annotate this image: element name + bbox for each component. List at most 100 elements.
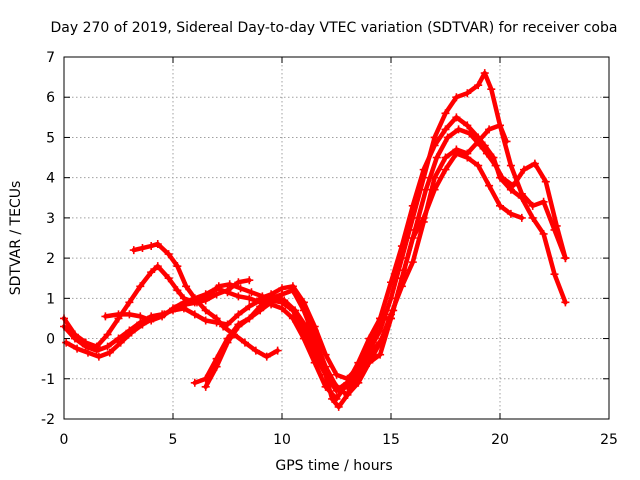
data-point [138, 244, 147, 253]
data-point [136, 312, 145, 321]
data-point [288, 282, 297, 291]
data-point [160, 310, 169, 319]
y-tick-label: -2 [41, 412, 55, 428]
data-point [528, 213, 537, 222]
data-point [101, 312, 110, 321]
data-point [485, 125, 494, 134]
data-point [528, 201, 537, 210]
data-point [223, 288, 232, 297]
data-point [236, 284, 245, 293]
data-point [376, 338, 385, 347]
data-point [502, 137, 511, 146]
data-point [280, 296, 289, 305]
y-tick-label: 3 [46, 211, 55, 227]
data-point [539, 197, 548, 206]
data-point [354, 370, 363, 379]
data-point [519, 165, 528, 174]
data-point [201, 306, 210, 315]
data-point [212, 318, 221, 327]
data-point [245, 294, 254, 303]
data-point [332, 382, 341, 391]
data-point [452, 93, 461, 102]
data-point [550, 270, 559, 279]
x-tick-label: 15 [382, 432, 400, 448]
data-point [476, 141, 485, 150]
data-point [517, 213, 526, 222]
series-line [131, 241, 280, 359]
data-point [334, 402, 343, 411]
data-point [70, 334, 79, 343]
data-point [506, 161, 515, 170]
plot-frame [63, 56, 610, 420]
data-point [441, 109, 450, 118]
data-point [480, 69, 489, 78]
data-point [498, 173, 507, 182]
data-point [482, 149, 491, 158]
data-point [105, 348, 114, 357]
data-point [201, 316, 210, 325]
data-point [182, 282, 191, 291]
data-point [485, 181, 494, 190]
series-track-8 [256, 149, 526, 411]
data-point [397, 254, 406, 263]
data-point [83, 348, 92, 357]
data-point [73, 344, 82, 353]
data-point [81, 342, 90, 351]
data-point [343, 374, 352, 383]
data-point [114, 310, 123, 319]
data-point [234, 292, 243, 301]
data-point [125, 298, 134, 307]
series-line [257, 151, 525, 410]
data-point [103, 342, 112, 351]
data-point [517, 189, 526, 198]
data-point [103, 330, 112, 339]
data-point [223, 338, 232, 347]
x-axis-label: GPS time / hours [275, 458, 392, 474]
data-point [509, 181, 518, 190]
y-tick-label: 2 [46, 251, 55, 267]
data-point [465, 129, 474, 138]
data-point [256, 302, 265, 311]
series-track-1 [60, 262, 254, 351]
data-point [474, 161, 483, 170]
data-point [173, 262, 182, 271]
data-point [147, 268, 156, 277]
y-tick-label: 7 [46, 50, 55, 66]
chart-title: Day 270 of 2019, Sidereal Day-to-day VTE… [51, 20, 618, 36]
data-point [153, 262, 162, 271]
data-point [397, 274, 406, 283]
data-point [474, 81, 483, 90]
data-point [561, 254, 570, 263]
data-point [408, 213, 417, 222]
data-point [291, 306, 300, 315]
data-point [223, 320, 232, 329]
data-point [430, 133, 439, 142]
data-point [463, 153, 472, 162]
data-point [419, 213, 428, 222]
series-track-7 [201, 121, 511, 399]
data-point [234, 310, 243, 319]
series-line [192, 70, 568, 386]
data-point [452, 149, 461, 158]
data-point [212, 362, 221, 371]
y-tick-label: 1 [46, 291, 55, 307]
axis-ticks [63, 56, 610, 420]
data-point [561, 298, 570, 307]
data-point [441, 125, 450, 134]
data-point [496, 121, 504, 130]
data-point [328, 394, 337, 403]
data-point [443, 133, 452, 142]
data-point [441, 165, 450, 174]
data-point [506, 209, 515, 218]
data-point [530, 159, 539, 168]
data-point [256, 294, 265, 303]
data-point [94, 352, 103, 361]
data-point [441, 153, 450, 162]
x-tick-label: 10 [273, 432, 291, 448]
x-tick-label: 0 [60, 432, 69, 448]
data-point [454, 125, 463, 134]
data-point [251, 346, 260, 355]
data-point [164, 250, 173, 259]
data-point [408, 258, 417, 267]
data-point [452, 113, 461, 122]
